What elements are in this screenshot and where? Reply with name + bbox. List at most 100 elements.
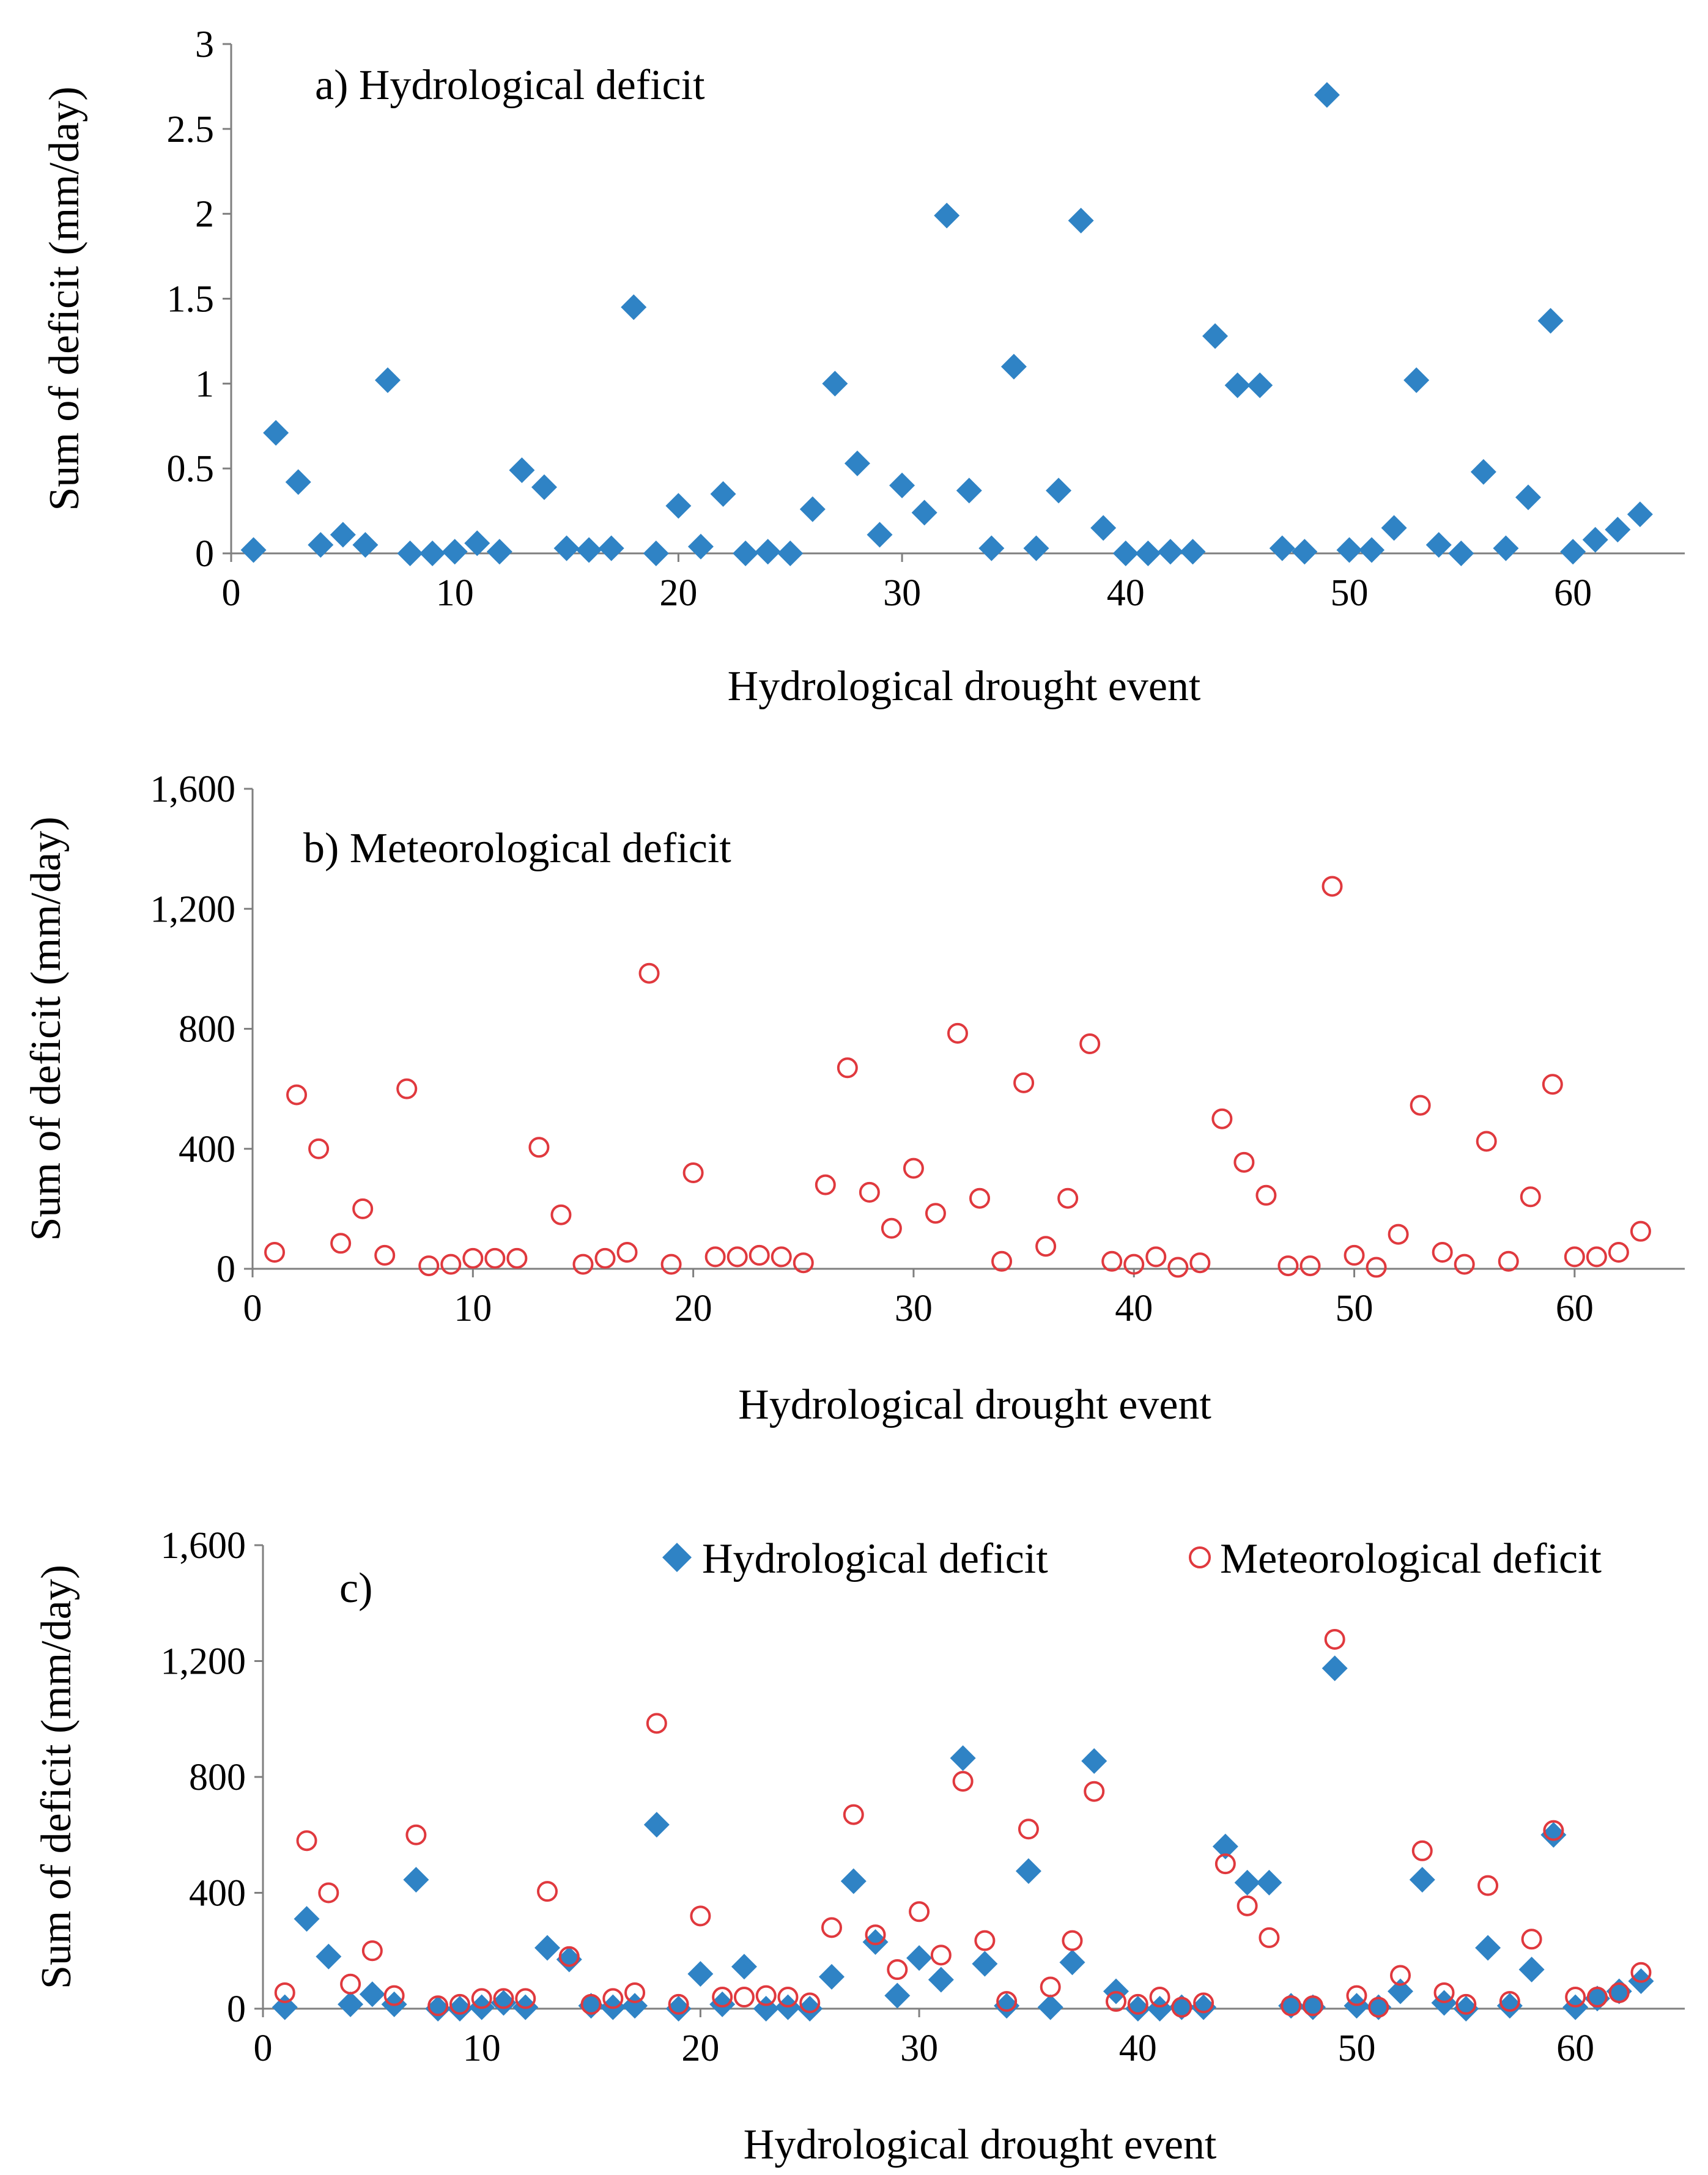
y-tick-label: 0 bbox=[227, 1989, 246, 2030]
x-tick-label: 50 bbox=[1337, 2028, 1375, 2069]
meteo-point bbox=[1630, 1962, 1652, 1983]
meteo-point bbox=[1018, 1819, 1039, 1840]
hydro-point bbox=[240, 537, 267, 563]
hydro-point bbox=[490, 1990, 517, 2016]
hydro-point bbox=[1015, 1858, 1041, 1884]
y-tick-label: 0 bbox=[195, 533, 214, 575]
meteo-point bbox=[1277, 1255, 1299, 1277]
hydro-point bbox=[1627, 501, 1653, 528]
y-tick-label: 1,600 bbox=[150, 769, 236, 810]
panel-c-legend: Hydrological deficit Meteorological defi… bbox=[662, 1535, 1602, 1582]
hydro-point bbox=[1322, 1655, 1348, 1682]
y-tick-label: 1,200 bbox=[161, 1641, 246, 1683]
hydro-point bbox=[1157, 539, 1183, 565]
hydro-point bbox=[889, 472, 915, 498]
meteo-point bbox=[1281, 1995, 1302, 2017]
hydro-point bbox=[425, 1996, 451, 2022]
meteo-point bbox=[340, 1973, 361, 1995]
hydro-point bbox=[1537, 308, 1564, 334]
hydro-point bbox=[420, 541, 446, 566]
hydro-point bbox=[446, 1996, 473, 2022]
meteo-point bbox=[374, 1244, 396, 1266]
x-tick-label: 40 bbox=[1119, 2028, 1157, 2069]
meteo-point bbox=[484, 1247, 506, 1269]
meteo-point bbox=[1411, 1840, 1433, 1861]
hydro-point bbox=[799, 496, 826, 522]
meteo-point bbox=[405, 1824, 427, 1845]
hydro-point bbox=[1247, 372, 1273, 399]
meteo-point bbox=[1543, 1820, 1564, 1841]
meteo-point bbox=[528, 1137, 550, 1158]
hydro-point bbox=[374, 367, 401, 393]
hydro-point bbox=[731, 1954, 757, 1980]
meteo-point bbox=[1324, 1628, 1345, 1650]
hydro-point bbox=[934, 202, 960, 229]
legend-meteo-circle-icon bbox=[1189, 1546, 1211, 1568]
meteo-point bbox=[1410, 1095, 1431, 1116]
meteo-point bbox=[1608, 1982, 1630, 2003]
meteo-point bbox=[418, 1255, 440, 1277]
meteo-point bbox=[296, 1830, 317, 1852]
y-tick-label: 0.5 bbox=[167, 448, 215, 490]
hydro-point bbox=[755, 539, 781, 565]
meteo-point bbox=[646, 1713, 667, 1734]
x-axis-title: Hydrological drought event bbox=[744, 2121, 1217, 2168]
x-tick-label: 10 bbox=[463, 2028, 501, 2069]
hydro-point bbox=[1212, 1833, 1238, 1859]
hydro-point bbox=[1081, 1748, 1107, 1774]
y-tick-label: 400 bbox=[189, 1873, 246, 1915]
hydro-point bbox=[1336, 537, 1362, 563]
meteo-point bbox=[330, 1233, 352, 1254]
panel-a-axes bbox=[223, 43, 1685, 562]
meteo-point bbox=[974, 1930, 996, 1951]
y-tick-label: 800 bbox=[179, 1009, 235, 1051]
meteo-point bbox=[909, 1901, 930, 1922]
hydro-point bbox=[352, 532, 379, 558]
y-axis-title: Sum of deficit (mm/day) bbox=[23, 816, 70, 1241]
hydro-point bbox=[1068, 207, 1094, 234]
hydro-point bbox=[598, 535, 624, 561]
meteo-point bbox=[616, 1242, 638, 1263]
meteo-point bbox=[550, 1204, 572, 1225]
hydro-point bbox=[338, 1991, 364, 2017]
hydro-point bbox=[1090, 515, 1117, 541]
hydro-point bbox=[972, 1951, 998, 1977]
meteo-point bbox=[843, 1804, 864, 1825]
hydro-point bbox=[710, 481, 736, 507]
panel-b-title: b) Meteorological deficit bbox=[303, 825, 731, 872]
meteo-point bbox=[1432, 1242, 1453, 1263]
hydro-point bbox=[687, 1961, 714, 1987]
x-axis-title: Hydrological drought event bbox=[738, 1381, 1211, 1428]
hydro-point bbox=[509, 457, 535, 483]
meteo-point bbox=[1106, 1991, 1126, 2012]
hydro-point bbox=[1518, 1957, 1545, 1983]
hydro-point bbox=[1388, 1978, 1413, 2004]
x-tick-label: 20 bbox=[681, 2028, 719, 2069]
meteo-point bbox=[462, 1247, 484, 1269]
hydro-point bbox=[1202, 323, 1229, 349]
x-tick-label: 40 bbox=[1107, 572, 1145, 614]
meteo-point bbox=[1214, 1853, 1236, 1875]
meteo-point bbox=[1368, 1996, 1389, 2018]
y-tick-label: 1,600 bbox=[161, 1525, 246, 1567]
hydro-point bbox=[1180, 539, 1206, 565]
hydro-point bbox=[844, 450, 870, 476]
meteo-point bbox=[1035, 1236, 1057, 1257]
meteo-point bbox=[427, 1995, 449, 2017]
hydro-point bbox=[1224, 372, 1251, 399]
meteo-point bbox=[1454, 1254, 1475, 1275]
meteo-point bbox=[274, 1982, 295, 2003]
meteo-point bbox=[991, 1250, 1013, 1272]
meteo-point bbox=[361, 1940, 383, 1962]
hydro-point bbox=[867, 522, 893, 548]
meteo-point bbox=[1193, 1992, 1214, 2014]
hydro-point bbox=[956, 478, 982, 504]
meteo-point bbox=[815, 1174, 836, 1195]
hydro-point bbox=[928, 1966, 954, 1993]
hydro-point bbox=[263, 419, 289, 446]
y-axis-title: Sum of deficit (mm/day) bbox=[41, 86, 88, 511]
hydro-point bbox=[1540, 1822, 1567, 1848]
meteo-point bbox=[1259, 1927, 1280, 1948]
x-tick-label: 60 bbox=[1554, 572, 1592, 614]
meteo-point bbox=[264, 1242, 286, 1263]
